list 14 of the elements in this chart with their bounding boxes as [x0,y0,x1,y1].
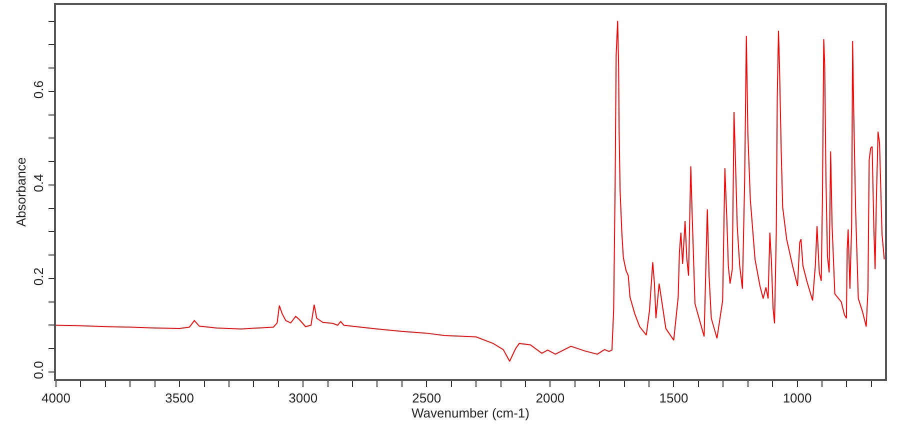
x-tick-label: 3000 [288,390,318,406]
x-tick-label: 1500 [659,390,688,406]
x-tick-label: 3500 [165,390,194,406]
y-tick-label: 0.0 [31,361,46,380]
x-tick-label: 4000 [42,390,70,406]
y-axis-title: Absorbance [14,157,28,227]
x-axis-title: Wavenumber (cm-1) [412,405,530,420]
y-tick-label: 0.4 [31,174,46,192]
y-tick-label: 0.6 [31,80,46,99]
x-tick-label: 2500 [412,390,442,406]
x-tick-label: 1000 [782,390,812,406]
x-tick-label: 2000 [536,390,565,406]
line-series [56,20,885,362]
y-tick-label: 0.2 [31,268,46,286]
